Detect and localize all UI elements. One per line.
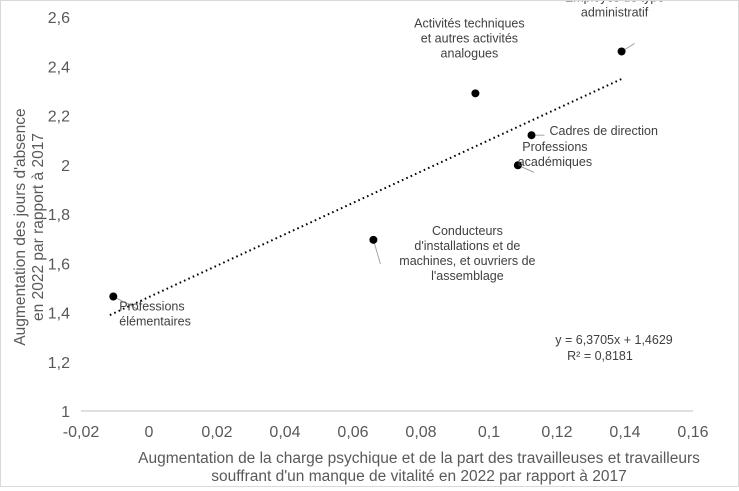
data-point bbox=[109, 292, 118, 301]
point-label: Conducteurs d'installations et de machines… bbox=[399, 224, 535, 283]
leader-lines bbox=[113, 43, 635, 311]
point-label-line: et autres activités bbox=[421, 31, 518, 45]
point-label-line: Professions bbox=[522, 140, 587, 154]
point-label-line: d'installations et de bbox=[414, 239, 520, 253]
point-label-line: administratif bbox=[581, 5, 649, 19]
y-tick-label: 1,6 bbox=[48, 256, 70, 273]
y-tick-label: 1,2 bbox=[48, 355, 70, 372]
point-label-line: Conducteurs bbox=[432, 224, 503, 238]
x-tick-label: 0,08 bbox=[405, 424, 436, 441]
point-label-line: Activités techniques bbox=[414, 16, 524, 30]
y-tick-label: 1 bbox=[61, 404, 70, 421]
point-label-line: Employés de type bbox=[565, 1, 664, 4]
x-tick-label: 0 bbox=[145, 424, 154, 441]
x-tick-label: 0,04 bbox=[269, 424, 300, 441]
x-tick-label: -0,02 bbox=[63, 424, 100, 441]
point-label: Professions élémentaires bbox=[119, 299, 191, 328]
leader-line bbox=[113, 296, 141, 311]
data-point bbox=[471, 89, 480, 98]
point-label-line: académiques bbox=[518, 155, 592, 169]
data-point bbox=[513, 161, 522, 170]
y-tick-label: 2,4 bbox=[48, 59, 70, 76]
point-label-line: l'assemblage bbox=[431, 269, 504, 283]
trendline-r-squared: R² = 0,8181 bbox=[567, 349, 633, 363]
point-label: Activités techniques et autres activités a… bbox=[414, 16, 524, 60]
leader-line bbox=[372, 239, 381, 264]
data-point bbox=[617, 47, 626, 56]
x-tick-label: 0,1 bbox=[478, 424, 500, 441]
data-point bbox=[369, 235, 378, 244]
point-label-line: analogues bbox=[441, 46, 499, 60]
y-tick-label: 1,8 bbox=[48, 207, 70, 224]
point-label: Employés de typeadministratif bbox=[565, 1, 664, 19]
x-tick-label: 0,06 bbox=[337, 424, 368, 441]
data-point bbox=[527, 131, 536, 140]
x-axis-title-line-1: Augmentation de la charge psychique et d… bbox=[138, 450, 700, 467]
data-points bbox=[109, 47, 626, 301]
y-tick-label: 2 bbox=[61, 158, 70, 175]
y-tick-label: 2,6 bbox=[48, 10, 70, 27]
point-label-line: Professions bbox=[119, 299, 184, 313]
point-label: Cadres de direction bbox=[550, 124, 658, 138]
x-tick-label: 0,02 bbox=[201, 424, 232, 441]
y-tick-label: 1,4 bbox=[48, 306, 70, 323]
x-axis-title-line-2: souffrant d'un manque de vitalité en 202… bbox=[211, 468, 626, 485]
point-label-line: élémentaires bbox=[119, 314, 191, 328]
trendline bbox=[109, 78, 623, 316]
point-label: Professions académiques bbox=[518, 140, 592, 169]
y-axis-title-line-1: Augmentation des jours d'absence bbox=[12, 108, 29, 345]
point-label-line: Cadres de direction bbox=[550, 124, 658, 138]
point-label-line: machines, et ouvriers de bbox=[399, 254, 535, 268]
trendline-equation: y = 6,3705x + 1,4629 bbox=[555, 333, 673, 347]
x-tick-label: 0,14 bbox=[609, 424, 640, 441]
y-tick-label: 2,2 bbox=[48, 109, 70, 126]
y-axis-title-line-2: en 2022 par rapport à 2017 bbox=[30, 133, 47, 321]
tick-labels: -0,02 0 0,02 0,04 0,06 0,08 0,1 0,12 0,14 0,16 1 1,… bbox=[48, 10, 709, 441]
x-tick-label: 0,16 bbox=[677, 424, 708, 441]
x-tick-label: 0,12 bbox=[541, 424, 572, 441]
